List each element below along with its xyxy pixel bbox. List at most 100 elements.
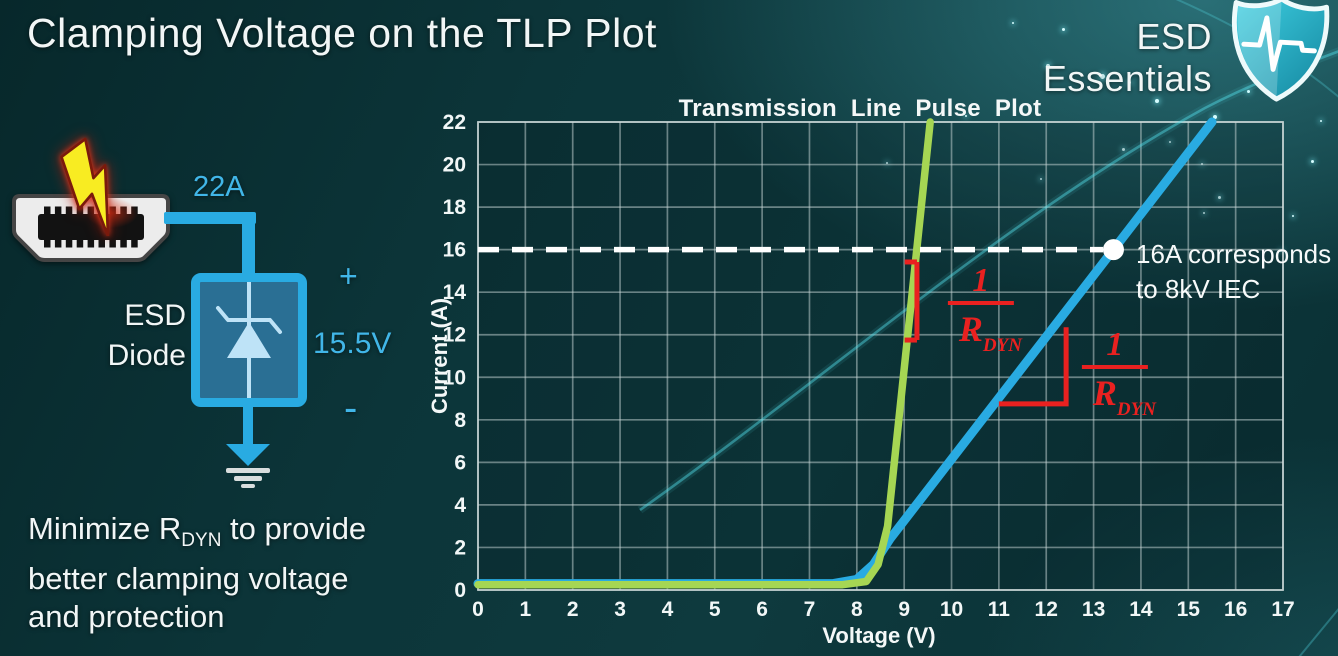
series-curve-standard-esd-diode xyxy=(473,117,1217,589)
wire-vertical xyxy=(242,212,255,278)
y-tick-label: 0 xyxy=(454,579,466,602)
marker-dot xyxy=(1102,239,1124,261)
tvs-diode-symbol-icon xyxy=(216,282,282,398)
clamping-voltage-label: 15.5V xyxy=(313,327,392,360)
particle-dot xyxy=(886,162,888,164)
caption-line3: and protection xyxy=(28,599,225,635)
y-tick-label: 2 xyxy=(454,536,466,559)
x-tick-label: 12 xyxy=(1035,598,1058,621)
y-tick-label: 18 xyxy=(443,196,467,219)
device-label: ESD Diode xyxy=(92,296,186,376)
particle-dot xyxy=(1201,163,1203,165)
surge-current-label: 22A xyxy=(193,171,245,203)
particle-dot xyxy=(1311,160,1314,163)
particle-dot xyxy=(1012,22,1014,24)
x-tick-label: 9 xyxy=(898,598,910,621)
chart-annotations: 1R DYN 1R DYN xyxy=(478,239,1157,420)
caption-line2: better clamping voltage xyxy=(28,561,349,597)
particle-dot xyxy=(1218,196,1221,199)
shield-pulse-icon xyxy=(1231,0,1330,102)
esd-diode-box xyxy=(191,273,307,407)
y-tick-label: 6 xyxy=(454,451,466,474)
x-tick-label: 17 xyxy=(1271,598,1294,621)
caption-rdyn-subscript: DYN xyxy=(181,530,222,552)
slope-fraction-denominator-sub: DYN xyxy=(982,335,1023,356)
particle-dot xyxy=(1280,250,1282,252)
x-tick-label: 14 xyxy=(1129,598,1153,621)
particle-dot xyxy=(1155,99,1159,103)
caption-line1: Minimize RDYN to provide xyxy=(28,510,366,560)
x-tick-label: 4 xyxy=(662,598,674,621)
chart-tick-labels: 0 1 2 3 4 5 6 7 8 9 10 11 12 13 14 15 16 1702468101214161… xyxy=(443,111,1295,621)
x-tick-label: 15 xyxy=(1177,598,1201,621)
polarity-minus-label: - xyxy=(344,386,358,430)
slope-fraction-numerator: 1 xyxy=(972,262,989,299)
particle-dot xyxy=(1046,64,1050,68)
slope-fraction-numerator: 1 xyxy=(1106,326,1123,363)
x-tick-label: 0 xyxy=(472,598,484,621)
x-tick-label: 8 xyxy=(851,598,863,621)
chart-grid xyxy=(477,121,1284,591)
caption-line1-pre: Minimize R xyxy=(28,511,182,546)
y-axis-label: Current (A) xyxy=(427,298,452,414)
particle-dot xyxy=(1100,74,1105,79)
y-tick-label: 12 xyxy=(443,324,466,347)
plot-background xyxy=(478,122,1283,590)
ground-symbol-icon xyxy=(226,404,270,488)
swoosh-bottom-corner xyxy=(1298,608,1338,656)
plot-area xyxy=(478,122,1283,590)
y-tick-label: 14 xyxy=(443,281,467,304)
slope-fraction-denominator-sub: DYN xyxy=(1116,399,1157,420)
particle-dot xyxy=(1062,28,1065,31)
particle-dot xyxy=(1122,148,1125,151)
chart-series xyxy=(473,117,1217,589)
device-label-line2: Diode xyxy=(107,339,186,372)
x-tick-label: 11 xyxy=(988,598,1011,621)
x-tick-label: 10 xyxy=(940,598,963,621)
wire-horizontal xyxy=(164,212,256,224)
device-label-line1: ESD xyxy=(124,299,186,332)
marker-label-line1: 16A corresponds xyxy=(1136,239,1331,269)
series-curve-low-rdyn-esd-diode xyxy=(474,118,934,589)
particle-dot xyxy=(1128,81,1131,84)
x-tick-label: 3 xyxy=(614,598,626,621)
x-tick-label: 16 xyxy=(1224,598,1247,621)
caption-line1-post: to provide xyxy=(221,511,367,546)
plot-border xyxy=(477,121,1284,591)
particle-dot xyxy=(1169,141,1171,143)
swoosh-glow xyxy=(637,47,1338,514)
swoosh-line xyxy=(639,50,1338,512)
lightning-bolt-icon xyxy=(60,137,110,236)
slope-fraction-denominator: R xyxy=(1092,373,1117,413)
pulse-line-icon xyxy=(1241,15,1317,72)
particle-dot xyxy=(1203,212,1205,214)
marker-label-line2: to 8kV IEC xyxy=(1136,274,1260,304)
x-tick-label: 7 xyxy=(804,598,816,621)
x-axis-label: Voltage (V) xyxy=(822,623,935,648)
y-tick-label: 8 xyxy=(454,409,466,432)
page-title: Clamping Voltage on the TLP Plot xyxy=(27,10,657,56)
particle-dot xyxy=(965,115,967,117)
slope-fraction-denominator: R xyxy=(958,309,983,349)
particle-dot xyxy=(1196,75,1199,78)
y-tick-label: 16 xyxy=(443,239,466,262)
brand-title: ESD Essentials xyxy=(1042,16,1212,99)
x-tick-label: 13 xyxy=(1082,598,1105,621)
shield-sheen xyxy=(1237,0,1282,100)
particle-dot xyxy=(1247,90,1250,93)
particle-dot xyxy=(1040,178,1042,180)
slope-elbow xyxy=(998,327,1069,407)
polarity-plus-label: + xyxy=(339,258,358,294)
y-tick-label: 22 xyxy=(443,111,466,134)
particle-dot xyxy=(1292,215,1294,217)
takeaway-caption: Minimize RDYN to provide better clamping… xyxy=(28,510,366,636)
x-tick-label: 5 xyxy=(709,598,721,621)
x-tick-label: 6 xyxy=(756,598,768,621)
y-tick-label: 4 xyxy=(454,494,466,517)
x-tick-label: 2 xyxy=(567,598,579,621)
particle-dot xyxy=(1320,120,1322,122)
y-tick-label: 20 xyxy=(443,154,466,177)
particle-dot xyxy=(1213,115,1217,119)
y-tick-label: 10 xyxy=(443,366,466,389)
